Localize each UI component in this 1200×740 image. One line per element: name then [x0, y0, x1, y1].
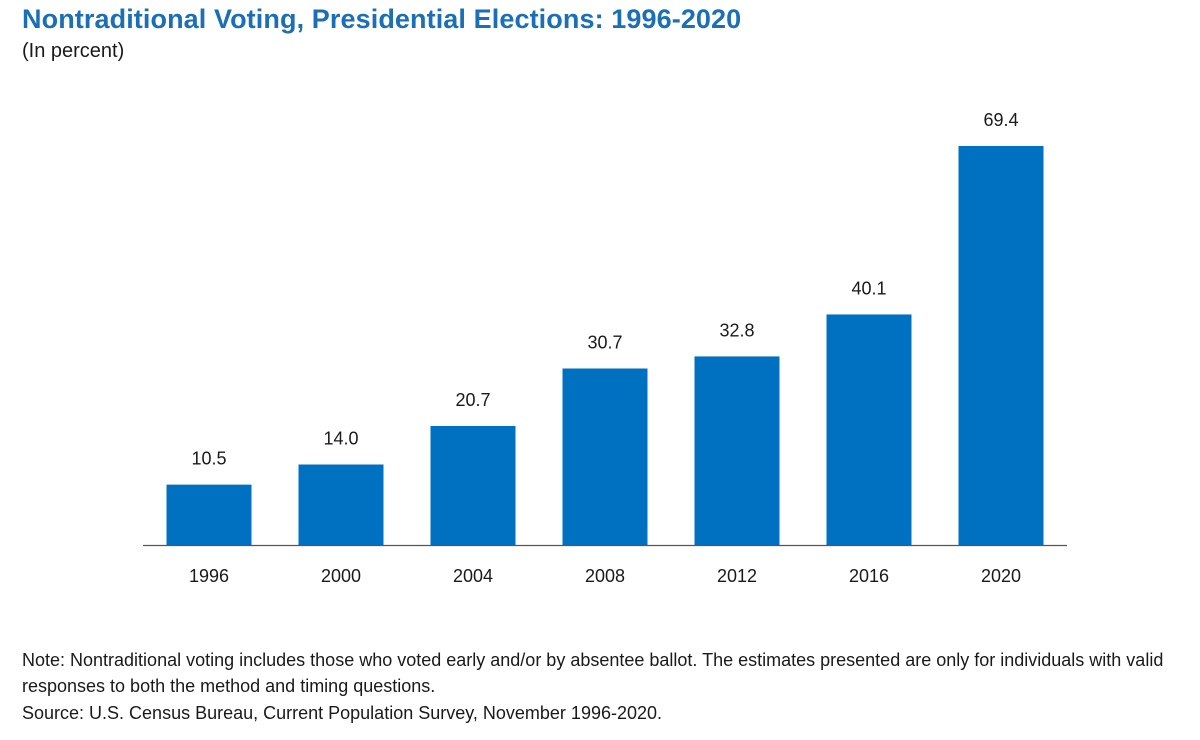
chart-subtitle: (In percent): [22, 40, 125, 62]
x-tick-label-2008: 2008: [585, 566, 625, 586]
value-label-1996: 10.5: [191, 449, 226, 469]
x-tick-label-1996: 1996: [189, 566, 229, 586]
value-label-2008: 30.7: [587, 332, 622, 352]
bar-2004: [430, 425, 516, 545]
bar-2012: [694, 356, 780, 545]
bar-2020: [958, 146, 1044, 545]
bar-1996: [166, 484, 252, 545]
x-tick-label-2000: 2000: [321, 566, 361, 586]
x-tick-label-2020: 2020: [981, 566, 1021, 586]
x-tick-label-2016: 2016: [849, 566, 889, 586]
value-label-2004: 20.7: [455, 390, 490, 410]
bar-2000: [298, 464, 384, 545]
chart-source: Source: U.S. Census Bureau, Current Popu…: [22, 703, 663, 723]
value-label-2016: 40.1: [851, 278, 886, 298]
x-tick-label-2012: 2012: [717, 566, 757, 586]
bar-2016: [826, 314, 912, 545]
chart-note: Note: Nontraditional voting includes tho…: [22, 650, 1164, 696]
bar-2008: [562, 368, 648, 545]
chart-title: Nontraditional Voting, Presidential Elec…: [22, 4, 742, 34]
value-label-2020: 69.4: [983, 110, 1018, 130]
value-label-2012: 32.8: [719, 320, 754, 340]
x-tick-label-2004: 2004: [453, 566, 493, 586]
value-label-2000: 14.0: [323, 429, 358, 449]
